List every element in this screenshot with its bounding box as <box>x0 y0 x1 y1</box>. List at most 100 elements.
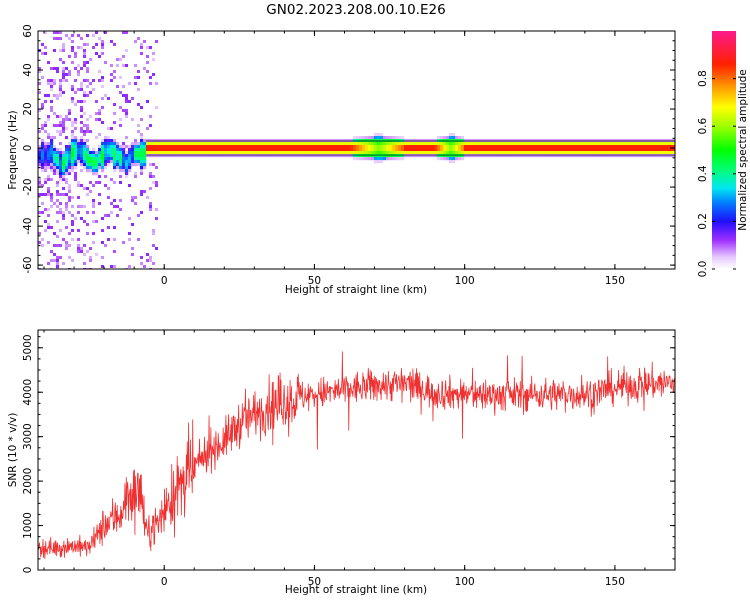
heatmap-cell <box>443 145 447 149</box>
heatmap-cell <box>659 154 663 158</box>
y-tick-label: 5000 <box>22 334 34 361</box>
heatmap-cell <box>149 205 152 208</box>
heatmap-cell <box>62 175 66 179</box>
heatmap-cell <box>551 154 555 158</box>
heatmap-cell <box>326 139 330 143</box>
heatmap-cell <box>380 160 384 164</box>
heatmap-cell <box>191 151 195 155</box>
heatmap-cell <box>221 142 225 146</box>
heatmap-cell <box>314 154 318 158</box>
heatmap-cell <box>353 136 357 140</box>
heatmap-cell <box>359 151 363 155</box>
heatmap-cell <box>128 148 132 152</box>
heatmap-cell <box>611 151 615 155</box>
heatmap-cell <box>125 94 128 97</box>
heatmap-cell <box>101 139 105 143</box>
heatmap-cell <box>131 97 134 100</box>
heatmap-cell <box>512 148 516 152</box>
heatmap-cell <box>512 154 516 158</box>
heatmap-cell <box>149 187 152 190</box>
heatmap-cell <box>629 139 633 143</box>
heatmap-cell <box>134 40 137 43</box>
heatmap-cell <box>134 157 138 161</box>
heatmap-cell <box>116 205 119 208</box>
heatmap-cell <box>539 151 543 155</box>
heatmap-cell <box>479 139 483 143</box>
heatmap-cell <box>533 145 537 149</box>
heatmap-cell <box>56 265 59 268</box>
heatmap-cell <box>140 52 143 55</box>
heatmap-cell <box>266 139 270 143</box>
heatmap-cell <box>518 139 522 143</box>
heatmap-cell <box>299 145 303 149</box>
heatmap-cell <box>551 151 555 155</box>
heatmap-cell <box>101 121 104 124</box>
heatmap-cell <box>521 154 525 158</box>
heatmap-cell <box>593 151 597 155</box>
heatmap-cell <box>626 142 630 146</box>
heatmap-cell <box>128 238 131 241</box>
heatmap-cell <box>656 142 660 146</box>
heatmap-cell <box>245 151 249 155</box>
heatmap-cell <box>293 154 297 158</box>
heatmap-cell <box>125 100 128 103</box>
heatmap-cell <box>68 187 71 190</box>
heatmap-cell <box>74 166 78 170</box>
heatmap-cell <box>119 166 123 170</box>
heatmap-cell <box>389 151 393 155</box>
heatmap-cell <box>494 154 498 158</box>
heatmap-cell <box>68 232 71 235</box>
heatmap-cell <box>92 184 95 187</box>
heatmap-cell <box>386 142 390 146</box>
heatmap-cell <box>413 142 417 146</box>
heatmap-cell <box>44 94 47 97</box>
heatmap-cell <box>47 226 50 229</box>
heatmap-cell <box>212 139 216 143</box>
heatmap-cell <box>137 142 141 146</box>
heatmap-cell <box>50 199 53 202</box>
heatmap-cell <box>149 202 152 205</box>
heatmap-cell <box>128 145 132 149</box>
heatmap-cell <box>146 151 150 155</box>
heatmap-cell <box>191 154 195 158</box>
heatmap-cell <box>158 139 162 143</box>
heatmap-cell <box>257 139 261 143</box>
heatmap-cell <box>644 151 648 155</box>
heatmap-cell <box>407 154 411 158</box>
heatmap-cell <box>77 151 81 155</box>
heatmap-cell <box>197 145 201 149</box>
heatmap-cell <box>440 136 444 140</box>
heatmap-cell <box>107 226 110 229</box>
heatmap-cell <box>278 151 282 155</box>
heatmap-cell <box>563 142 567 146</box>
heatmap-cell <box>80 157 84 161</box>
heatmap-cell <box>440 151 444 155</box>
heatmap-cell <box>365 157 369 161</box>
heatmap-cell <box>59 58 62 61</box>
heatmap-cell <box>434 145 438 149</box>
heatmap-cell <box>149 145 153 149</box>
heatmap-cell <box>485 142 489 146</box>
heatmap-cell <box>137 160 141 164</box>
heatmap-cell <box>443 151 447 155</box>
heatmap-cell <box>101 85 104 88</box>
heatmap-cell <box>125 112 128 115</box>
heatmap-cell <box>590 151 594 155</box>
heatmap-cell <box>206 145 210 149</box>
heatmap-cell <box>665 148 669 152</box>
heatmap-cell <box>650 145 654 149</box>
heatmap-cell <box>437 148 441 152</box>
heatmap-cell <box>200 154 204 158</box>
heatmap-cell <box>629 148 633 152</box>
heatmap-cell <box>317 154 321 158</box>
snr-x-ticks: 0 50 100 150 <box>43 330 676 588</box>
heatmap-cell <box>296 154 300 158</box>
heatmap-cell <box>422 142 426 146</box>
heatmap-cell <box>614 142 618 146</box>
heatmap-cell <box>56 166 60 170</box>
heatmap-cell <box>395 139 399 143</box>
heatmap-cell <box>485 151 489 155</box>
heatmap-cell <box>410 139 414 143</box>
heatmap-cell <box>101 265 104 268</box>
heatmap-cell <box>71 97 74 100</box>
